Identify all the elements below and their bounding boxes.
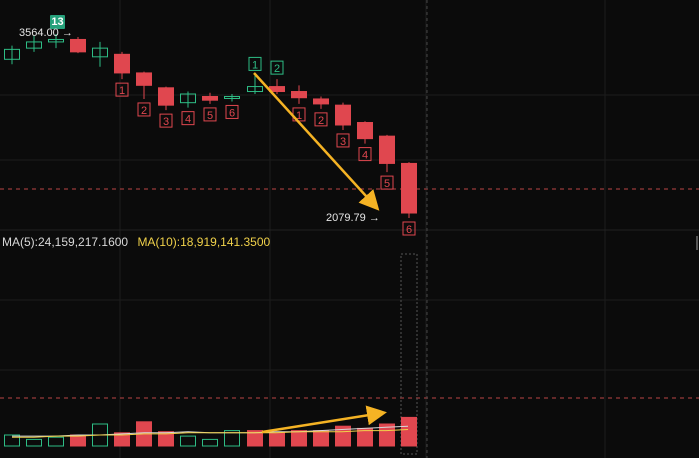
ma10-legend: MA(10):18,919,141.3500	[137, 235, 271, 249]
sequence-marker-box	[137, 102, 151, 117]
trend-arrow-price	[253, 72, 380, 211]
sequence-marker-box	[402, 221, 416, 236]
candle[interactable]	[401, 162, 417, 214]
volume-bar[interactable]	[70, 434, 86, 447]
sequence-marker-box	[248, 56, 262, 71]
sequence-marker-number: 2	[274, 63, 280, 75]
candle[interactable]	[224, 95, 240, 99]
volume-bar[interactable]	[379, 423, 395, 447]
sequence-marker-box	[203, 107, 217, 122]
candle[interactable]	[335, 104, 351, 126]
sequence-marker-number: 1	[252, 59, 258, 71]
sequence-marker-number: 5	[384, 178, 390, 190]
candle[interactable]	[202, 95, 218, 101]
volume-bar[interactable]	[114, 432, 130, 447]
sequence-marker-box	[159, 113, 173, 128]
sequence-marker-number: 2	[318, 115, 324, 127]
count-badge: 13	[50, 15, 65, 29]
arrow-right-icon: →	[368, 212, 380, 224]
volume-bar[interactable]	[224, 430, 240, 447]
sequence-marker-box	[181, 111, 195, 126]
sequence-marker-box	[314, 112, 328, 127]
sequence-marker-number: 2	[141, 105, 147, 117]
candle[interactable]	[70, 38, 86, 53]
low-price-label: 2079.79 →	[326, 212, 380, 224]
volume-bar[interactable]	[180, 435, 196, 447]
volume-bar[interactable]	[313, 430, 329, 447]
volume-bar[interactable]	[202, 438, 218, 447]
candle[interactable]	[379, 135, 395, 164]
candle[interactable]	[180, 93, 196, 104]
volume-bar[interactable]	[48, 436, 64, 447]
volume-bar[interactable]	[291, 430, 307, 447]
candle[interactable]	[136, 72, 152, 86]
sequence-marker-box	[380, 175, 394, 190]
volume-ma-legend: MA(5):24,159,217.1600 MA(10):18,919,141.…	[2, 235, 276, 249]
trend-arrow-volume	[261, 405, 387, 434]
sequence-marker-number: 6	[229, 107, 235, 119]
low-price-value: 2079.79	[326, 212, 366, 224]
sequence-marker-box	[336, 133, 350, 148]
sequence-marker-number: 6	[406, 224, 412, 236]
volume-bar[interactable]	[4, 434, 20, 447]
candle[interactable]	[26, 41, 42, 49]
volume-bar[interactable]	[247, 430, 263, 447]
candle[interactable]	[92, 47, 108, 58]
sequence-marker-number: 4	[185, 114, 191, 126]
sequence-marker-number: 5	[207, 110, 213, 122]
candle[interactable]	[114, 53, 130, 74]
volume-bar[interactable]	[401, 416, 417, 447]
candle[interactable]	[357, 122, 373, 140]
candle[interactable]	[158, 87, 174, 106]
high-price-label: 3564.00 →	[19, 27, 73, 39]
volume-bar[interactable]	[158, 431, 174, 447]
sequence-marker-number: 3	[340, 136, 346, 148]
candle[interactable]	[4, 48, 20, 60]
ma5-legend: MA(5):24,159,217.1600	[2, 235, 129, 249]
sequence-marker-box	[270, 60, 284, 75]
candle[interactable]	[291, 91, 307, 99]
selected-candle-box	[400, 253, 418, 455]
sequence-marker-number: 4	[362, 150, 368, 162]
sequence-marker-box	[225, 104, 239, 119]
high-price-value: 3564.00	[19, 27, 59, 39]
candle[interactable]	[313, 98, 329, 105]
volume-bar[interactable]	[269, 432, 285, 447]
sequence-marker-number: 3	[163, 116, 169, 128]
sequence-marker-number: 1	[119, 85, 125, 97]
volume-bar[interactable]	[26, 438, 42, 447]
arrow-right-icon: →	[61, 27, 73, 39]
sequence-marker-number: 1	[296, 110, 302, 122]
sequence-marker-box	[358, 147, 372, 162]
sequence-marker-box	[115, 82, 129, 97]
candle[interactable]	[247, 86, 263, 93]
candle[interactable]	[48, 38, 64, 43]
ma10-line	[12, 429, 409, 438]
